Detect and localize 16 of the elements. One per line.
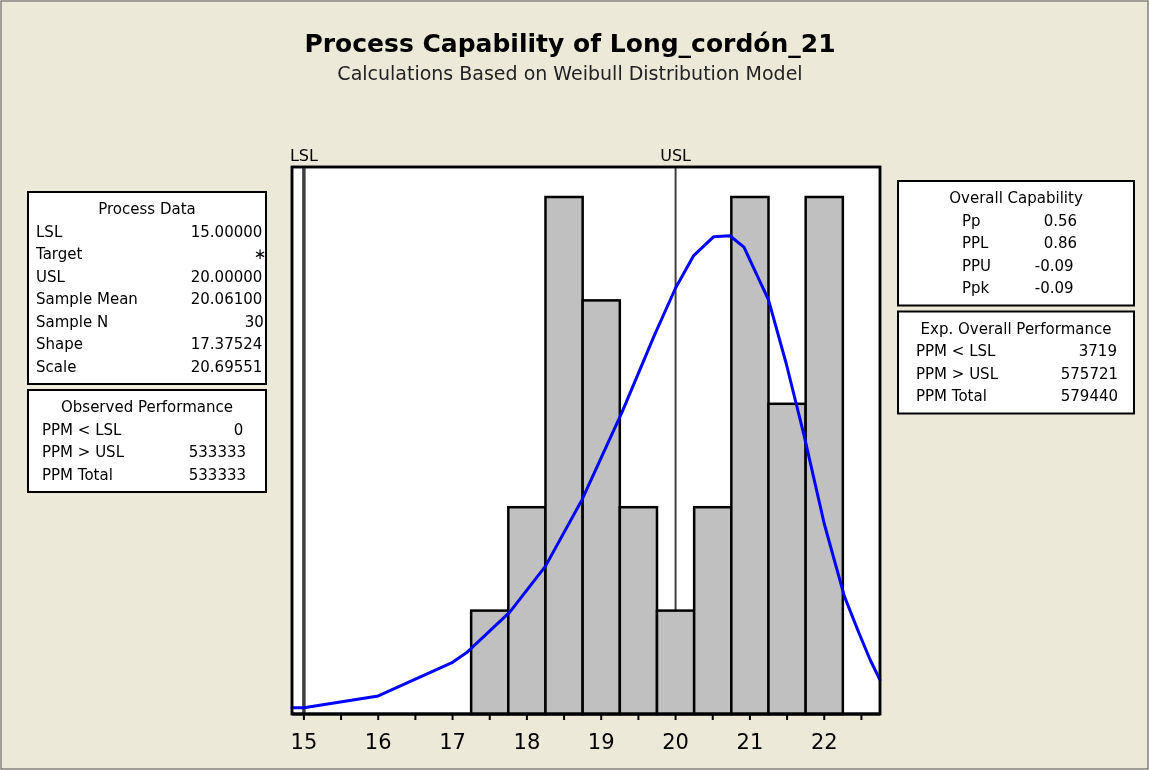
x-tick-label: 21: [736, 730, 764, 754]
x-tick-label: 15: [290, 730, 318, 754]
chart-title: Process Capability of Long_cordón_21: [304, 29, 836, 58]
statistics-table: Observed Performance PPM < LSL 0 PPM > USL 533333 PPM Total 533333: [27, 389, 267, 493]
ref-line-label: USL: [660, 146, 692, 165]
chart-subtitle: Calculations Based on Weibull Distribution Model: [337, 62, 803, 84]
x-tick-label: 16: [364, 730, 392, 754]
x-tick-label: 17: [439, 730, 466, 754]
ref-line-label: LSL: [289, 146, 318, 165]
statistics-table: Overall Capability Pp 0.56 PPL 0.86 PPU -0.09 Ppk -0.09: [897, 180, 1135, 307]
x-tick-label: 18: [513, 730, 541, 754]
x-tick-label: 22: [810, 730, 838, 754]
x-tick-label: 19: [587, 730, 615, 754]
x-tick-label: 20: [662, 730, 689, 754]
statistics-table: Process Data LSL 15.00000 Target ∗ USL 20.00000 Sample Mean 20.06100 Sample N 30 Shape 17.37524 Scale 20.69551: [27, 191, 267, 385]
statistics-table: Exp. Overall Performance PPM < LSL 3719 PPM > USL 575721 PPM Total 579440: [897, 310, 1135, 415]
